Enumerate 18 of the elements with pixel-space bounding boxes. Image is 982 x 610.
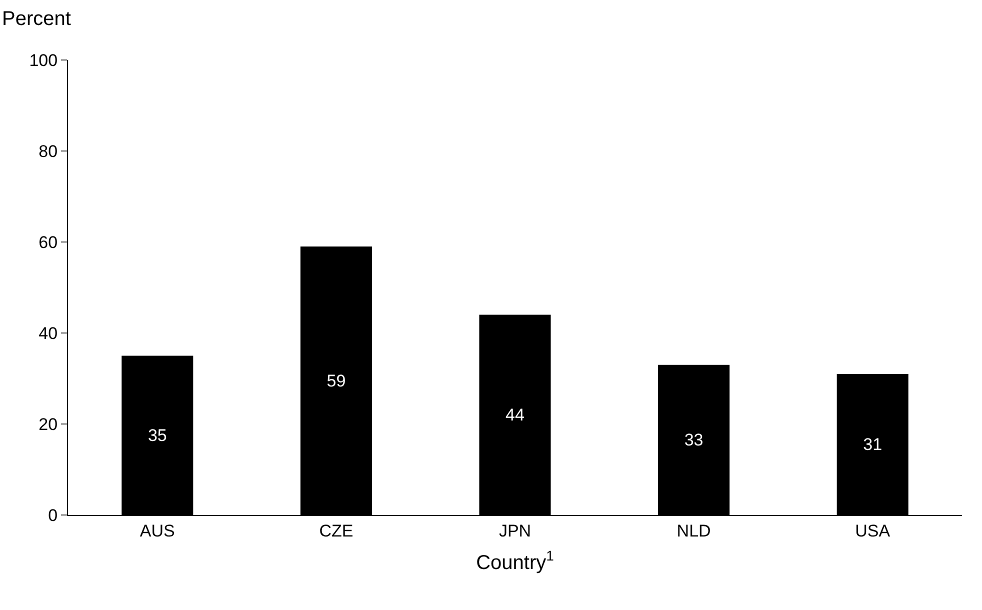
- x-tick-label: JPN: [498, 521, 532, 540]
- y-tick-label: 40: [38, 324, 58, 343]
- y-tick-label: 100: [29, 50, 58, 70]
- x-tick-label: NLD: [676, 521, 711, 540]
- data-label: 44: [506, 405, 524, 424]
- x-tick-label: USA: [855, 521, 891, 540]
- y-tick-label: 0: [48, 506, 58, 525]
- x-tick-label: AUS: [140, 521, 175, 540]
- x-axis-title: Country$^{1}$: [476, 548, 554, 574]
- y-tick-label: 20: [38, 414, 58, 434]
- y-tick-label: 80: [38, 142, 58, 161]
- y-axis-title: Percent: [2, 8, 72, 30]
- data-label: 35: [148, 426, 167, 445]
- y-tick-label: 60: [38, 232, 58, 252]
- data-label: 33: [684, 430, 704, 450]
- x-tick-label: CZE: [319, 521, 354, 540]
- data-label: 59: [326, 371, 346, 390]
- data-label: 31: [863, 434, 882, 454]
